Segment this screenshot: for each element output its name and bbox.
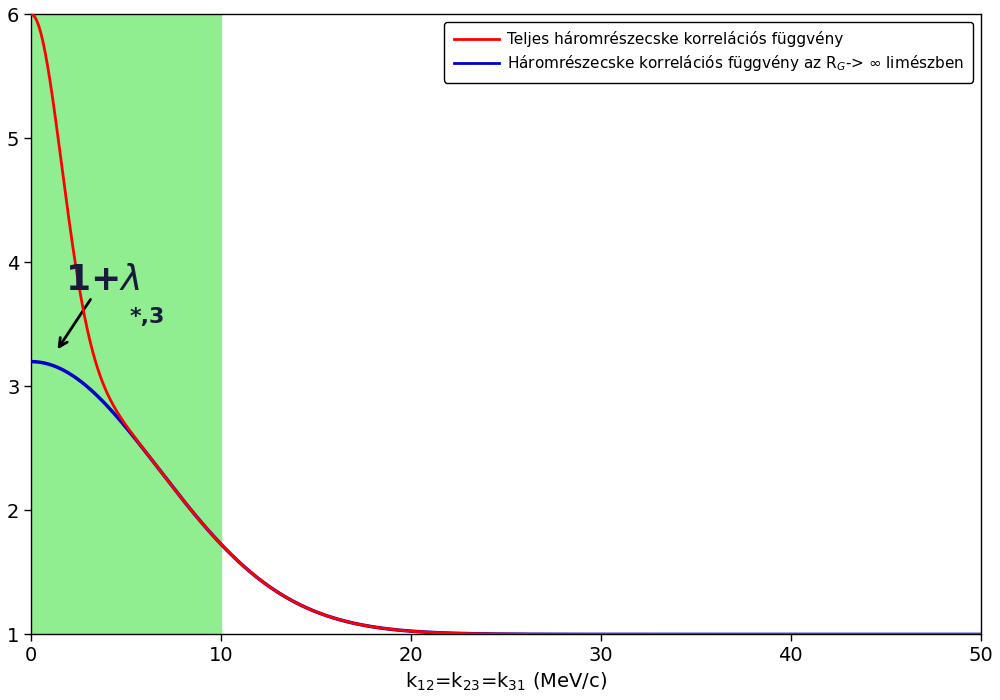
Text: 1+$\lambda$: 1+$\lambda$ [65, 263, 140, 297]
Legend: Teljes háromrészecske korrelációs függvény, Háromrészecske korrelációs függvény : Teljes háromrészecske korrelációs függvé… [444, 22, 973, 83]
Text: *,3: *,3 [130, 307, 165, 327]
X-axis label: k$_{12}$=k$_{23}$=k$_{31}$ (MeV/c): k$_{12}$=k$_{23}$=k$_{31}$ (MeV/c) [405, 671, 607, 693]
